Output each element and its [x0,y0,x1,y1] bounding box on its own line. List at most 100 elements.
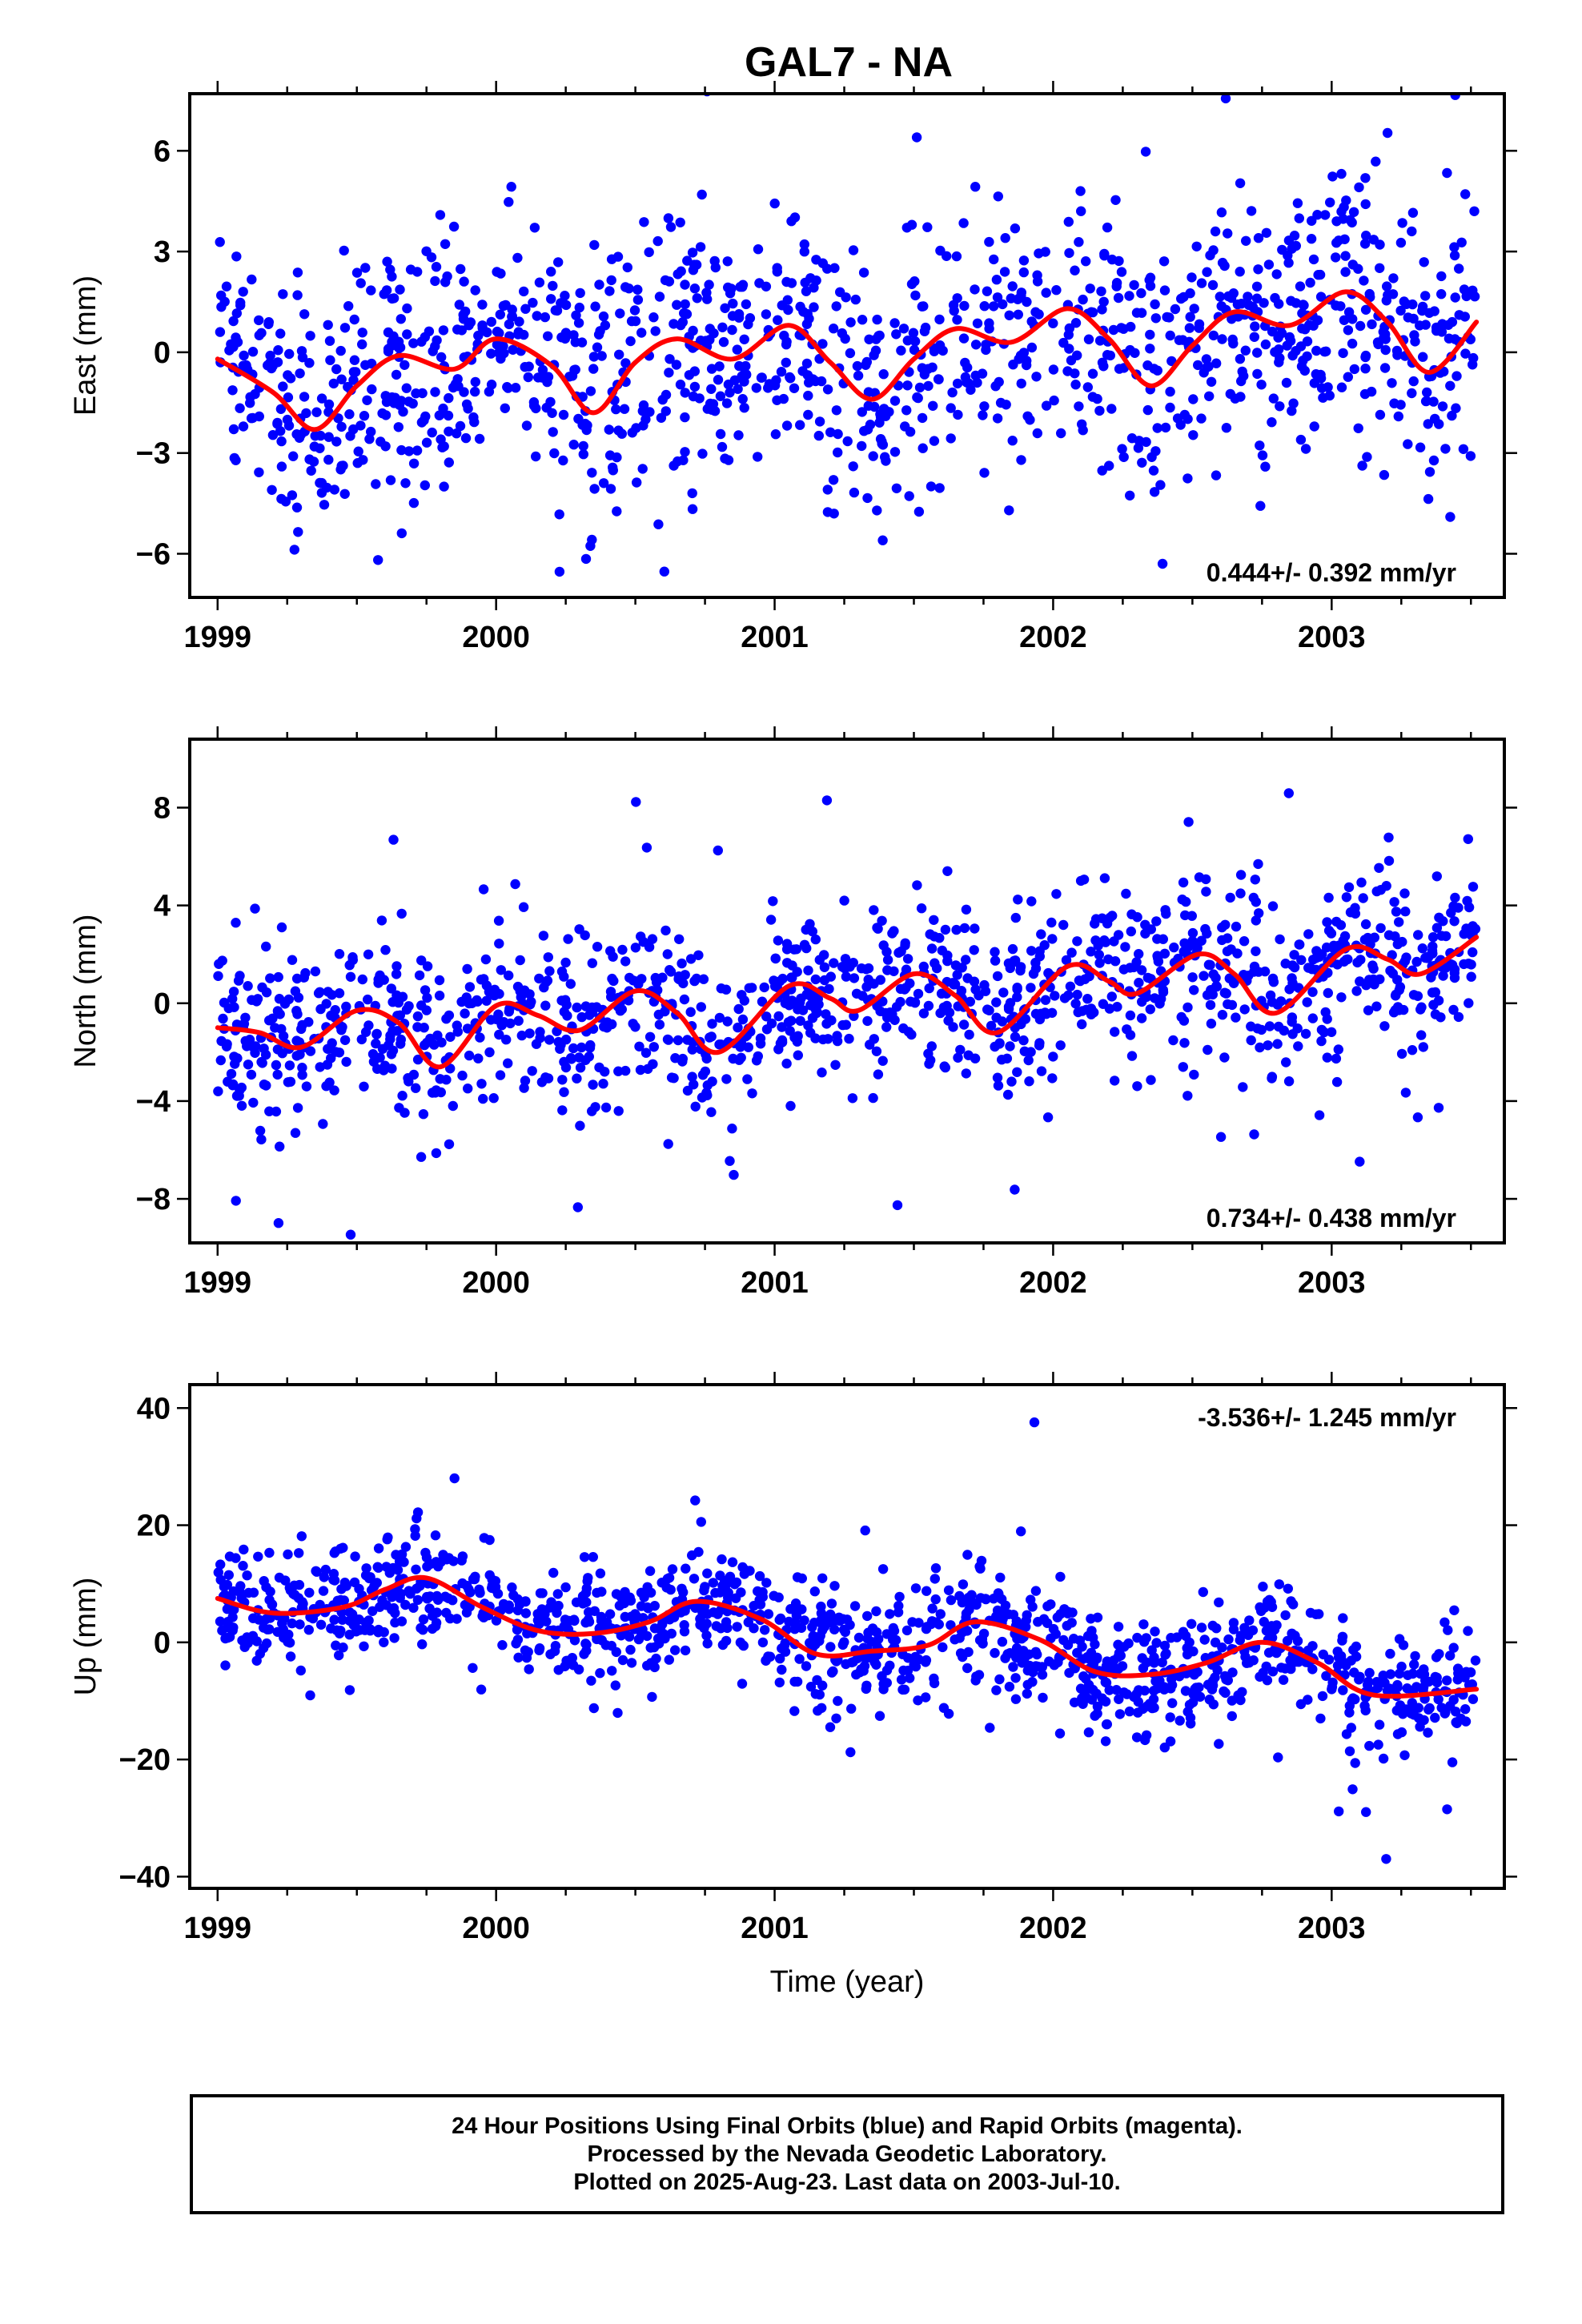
data-point [663,213,674,223]
data-point [710,262,721,273]
data-point [580,1001,591,1011]
data-point [546,267,556,277]
data-point [1375,409,1386,420]
data-point [889,318,900,328]
data-point [357,328,367,338]
data-point [1167,1698,1178,1708]
data-point [1367,319,1377,330]
data-point [1212,1665,1223,1675]
data-point [1092,1652,1102,1663]
y-tick-label: 0 [154,987,171,1021]
data-point [721,398,733,408]
data-point [992,292,1003,303]
data-point [588,352,600,362]
data-point [512,1634,524,1645]
data-point [942,866,953,877]
data-point [1098,999,1109,1009]
data-point [625,336,636,347]
data-point [1465,451,1476,461]
data-point [1090,935,1101,946]
data-point [235,300,246,311]
data-point [366,285,376,296]
data-point [448,1595,458,1606]
data-point [1440,444,1451,454]
data-point [675,217,685,227]
data-point [875,409,885,420]
data-point [1303,929,1314,939]
data-point [1161,908,1171,919]
data-point [501,1035,512,1045]
data-point [434,991,445,1001]
data-point [1302,351,1312,362]
data-point [401,383,412,393]
data-point [1201,887,1211,897]
data-point [840,954,851,964]
data-point [287,955,298,965]
data-point [556,1039,566,1051]
data-point [1260,339,1271,350]
data-point [1027,1677,1038,1687]
data-point [476,1684,487,1695]
data-point [733,312,745,323]
data-point [1046,917,1057,928]
data-point [215,1559,226,1570]
data-point [1227,1667,1238,1678]
data-point [1211,358,1222,368]
data-point [1165,386,1175,397]
data-point [833,428,843,440]
data-point [1259,1617,1270,1627]
data-point [231,918,241,928]
data-point [1337,1631,1348,1642]
data-point [506,182,516,192]
data-point [1142,404,1154,416]
data-point [1085,283,1095,294]
data-point [1430,1671,1441,1683]
data-point [1048,318,1058,328]
data-point [311,407,322,417]
data-point [1395,237,1407,248]
data-point [232,337,243,348]
data-point [998,1606,1009,1617]
x-tick-label: 2003 [1298,621,1366,654]
east-rate-label: 0.444+/- 0.392 mm/yr [1207,558,1456,587]
data-point [1392,1682,1403,1693]
data-point [468,412,479,423]
data-point [345,971,356,983]
data-point [558,409,569,420]
data-point [588,1080,598,1090]
data-point [615,308,625,319]
data-point [952,315,962,325]
data-point [775,1613,786,1624]
data-point [520,362,530,372]
data-point [261,987,272,998]
data-point [1140,147,1151,157]
data-point [642,1660,652,1671]
data-point [933,374,944,384]
data-point [355,278,366,288]
data-point [543,331,553,341]
data-point [1371,156,1381,167]
data-point [1174,335,1185,345]
data-point [868,451,878,461]
data-point [1251,946,1261,957]
data-point [484,1047,495,1058]
data-point [1010,912,1022,923]
data-point [1105,912,1115,923]
data-point [1002,1089,1014,1100]
data-point [1309,421,1319,432]
data-point [557,1075,568,1085]
data-point [911,132,922,143]
data-point [344,1685,355,1695]
data-point [995,397,1006,408]
data-point [611,1589,622,1599]
data-point [508,1590,519,1601]
footer-line-3: Plotted on 2025-Aug-23. Last data on 200… [573,2169,1121,2195]
data-point [845,1747,856,1758]
data-point [319,500,330,510]
data-point [1239,1004,1250,1015]
data-point [1434,419,1444,429]
data-point [958,1579,969,1590]
data-point [549,448,560,459]
data-point [1407,388,1417,399]
data-point [503,1058,513,1068]
